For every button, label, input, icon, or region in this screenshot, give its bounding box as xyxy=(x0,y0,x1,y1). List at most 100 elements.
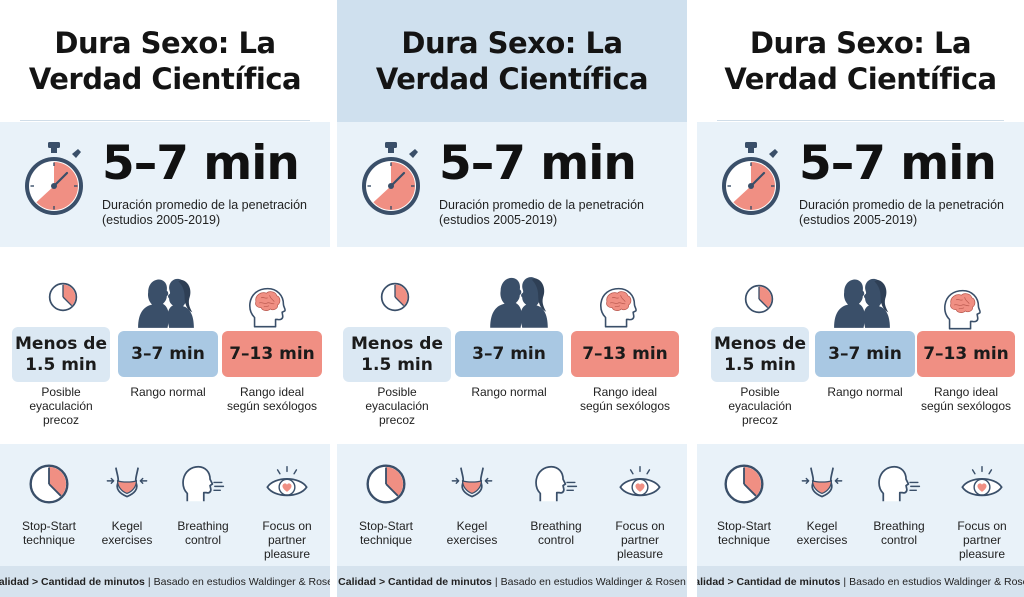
range-box-normal: 3–7 min xyxy=(815,331,915,377)
breathing-head-icon xyxy=(534,462,578,506)
technique-label-line: Kegel xyxy=(456,519,488,533)
range-label-line: 1.5 min xyxy=(361,354,433,375)
timer-icon xyxy=(359,140,423,220)
technique-label-line: pleasure xyxy=(616,547,664,561)
range-caption-short: Posible eyaculación precoz xyxy=(339,385,455,427)
title-area: Dura Sexo: La Verdad Científica xyxy=(697,0,1024,122)
title-line-2: Verdad Científica xyxy=(724,62,997,96)
technique-label-line: exercises xyxy=(101,533,153,547)
range-caption-short: Posible eyaculación precoz xyxy=(707,385,813,427)
ranges-section: Menos de 1.5 min 3–7 min 7–13 min Posibl… xyxy=(0,247,330,444)
eye-heart-icon xyxy=(265,462,309,506)
caption-line-1: Duración promedio de la penetración xyxy=(799,198,1004,212)
technique-focus-partner: Focus on partner pleasure xyxy=(943,462,1021,561)
breathing-head-icon xyxy=(181,462,225,506)
stat-section: 5–7 min Duración promedio de la penetrac… xyxy=(0,122,330,247)
caption-line: Rango normal xyxy=(827,385,903,399)
average-duration-caption: Duración promedio de la penetración (est… xyxy=(102,198,307,228)
range-label-line: Menos de xyxy=(351,333,443,354)
caption-line: precoz xyxy=(378,413,416,427)
eye-heart-icon xyxy=(618,462,662,506)
caption-line-2: (estudios 2005-2019) xyxy=(102,213,221,227)
technique-label-line: Breathing xyxy=(530,519,582,533)
stat-section: 5–7 min Duración promedio de la penetrac… xyxy=(337,122,687,247)
range-box-short: Menos de 1.5 min xyxy=(343,327,451,382)
ranges-section: Menos de 1.5 min 3–7 min 7–13 min Posibl… xyxy=(697,247,1024,444)
range-box-ideal: 7–13 min xyxy=(571,331,679,377)
range-box-short: Menos de 1.5 min xyxy=(12,327,110,382)
infographic-panel-left: Dura Sexo: La Verdad Científica 5–7 min … xyxy=(0,0,330,597)
technique-breathing: Breathing control xyxy=(519,462,593,547)
range-caption-ideal: Rango ideal según sexólogos xyxy=(913,385,1019,413)
footer-bold-text: Calidad > Cantidad de minutos xyxy=(697,575,841,588)
couple-icon xyxy=(135,267,197,333)
technique-label-line: control xyxy=(184,533,222,547)
technique-label-line: Kegel xyxy=(111,519,143,533)
average-duration-value: 5–7 min xyxy=(102,136,300,191)
technique-stop-start: Stop-Start technique xyxy=(349,462,423,547)
caption-line: precoz xyxy=(42,413,80,427)
technique-label-line: pleasure xyxy=(958,547,1006,561)
range-label-line: Menos de xyxy=(714,333,806,354)
technique-label-line: partner xyxy=(267,533,307,547)
technique-kegel: Kegel exercises xyxy=(92,462,162,547)
range-label-line: Menos de xyxy=(15,333,107,354)
technique-stop-start: Stop-Start technique xyxy=(709,462,779,547)
infographic-panel-right: Dura Sexo: La Verdad Científica 5–7 min … xyxy=(697,0,1024,597)
technique-focus-partner: Focus on partner pleasure xyxy=(248,462,326,561)
average-duration-value: 5–7 min xyxy=(799,136,997,191)
caption-line: según sexólogos xyxy=(226,399,318,413)
page-title: Dura Sexo: La Verdad Científica xyxy=(724,25,997,97)
footer-separator: | xyxy=(494,575,498,588)
technique-breathing: Breathing control xyxy=(863,462,935,547)
stopwatch-icon xyxy=(379,279,411,315)
range-label-line: 1.5 min xyxy=(25,354,97,375)
caption-line-1: Duración promedio de la penetración xyxy=(102,198,307,212)
caption-line: Rango ideal xyxy=(592,385,658,399)
caption-line: eyaculación xyxy=(29,399,93,413)
title-divider xyxy=(20,120,310,121)
range-caption-ideal: Rango ideal según sexólogos xyxy=(218,385,326,413)
technique-kegel: Kegel exercises xyxy=(435,462,509,547)
title-line-1: Dura Sexo: La xyxy=(401,26,623,60)
caption-line: eyaculación xyxy=(365,399,429,413)
technique-label-line: Kegel xyxy=(806,519,838,533)
infographic-panel-center: Dura Sexo: La Verdad Científica 5–7 min … xyxy=(337,0,687,597)
technique-focus-partner: Focus on partner pleasure xyxy=(601,462,679,561)
brain-head-icon xyxy=(599,283,641,331)
technique-label-line: Breathing xyxy=(873,519,925,533)
technique-label-line: partner xyxy=(962,533,1002,547)
range-caption-short: Posible eyaculación precoz xyxy=(8,385,114,427)
range-caption-normal: Rango normal xyxy=(811,385,919,399)
footer: Calidad > Cantidad de minutos | Basado e… xyxy=(697,566,1024,597)
caption-line: Rango ideal xyxy=(239,385,305,399)
technique-label-line: technique xyxy=(717,533,771,547)
techniques-section: Stop-Start technique Kegel exercises Bre… xyxy=(337,444,687,566)
technique-label-line: Stop-Start xyxy=(716,519,772,533)
pelvis-icon xyxy=(450,462,494,506)
average-duration-caption: Duración promedio de la penetración (est… xyxy=(439,198,644,228)
technique-label-line: control xyxy=(880,533,918,547)
range-box-ideal: 7–13 min xyxy=(917,331,1015,377)
techniques-section: Stop-Start technique Kegel exercises Bre… xyxy=(0,444,330,566)
caption-line: precoz xyxy=(741,413,779,427)
pelvis-icon xyxy=(800,462,844,506)
ranges-section: Menos de 1.5 min 3–7 min 7–13 min Posibl… xyxy=(337,247,687,444)
caption-line: Posible xyxy=(377,385,417,399)
caption-line: eyaculación xyxy=(728,399,792,413)
title-area: Dura Sexo: La Verdad Científica xyxy=(0,0,330,122)
caption-line: Posible xyxy=(41,385,81,399)
couple-icon xyxy=(487,265,551,333)
page-title: Dura Sexo: La Verdad Científica xyxy=(375,25,649,97)
timer-icon xyxy=(719,140,783,220)
technique-label-line: technique xyxy=(22,533,76,547)
range-label-line: 1.5 min xyxy=(724,354,796,375)
breathing-head-icon xyxy=(877,462,921,506)
range-caption-normal: Rango normal xyxy=(451,385,567,399)
title-line-2: Verdad Científica xyxy=(375,62,649,96)
technique-kegel: Kegel exercises xyxy=(787,462,857,547)
brain-head-icon xyxy=(248,283,290,331)
average-duration-value: 5–7 min xyxy=(439,136,637,191)
technique-stop-start: Stop-Start technique xyxy=(14,462,84,547)
technique-label-line: exercises xyxy=(446,533,498,547)
